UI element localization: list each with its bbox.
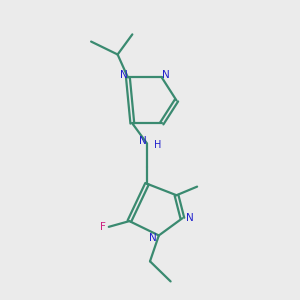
Text: N: N	[149, 233, 157, 243]
Text: N: N	[162, 70, 170, 80]
Text: N: N	[139, 136, 146, 146]
Text: N: N	[186, 213, 194, 223]
Text: N: N	[120, 70, 128, 80]
Text: F: F	[100, 222, 106, 232]
Text: H: H	[154, 140, 161, 150]
